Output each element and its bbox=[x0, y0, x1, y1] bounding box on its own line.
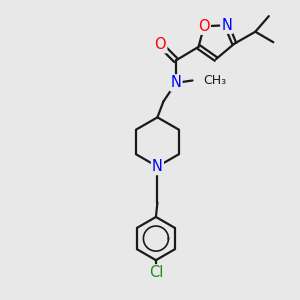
Text: N: N bbox=[152, 159, 163, 174]
Text: O: O bbox=[198, 19, 210, 34]
Text: Cl: Cl bbox=[149, 265, 163, 280]
Text: N: N bbox=[221, 18, 232, 33]
Text: O: O bbox=[154, 37, 166, 52]
Text: CH₃: CH₃ bbox=[203, 74, 226, 87]
Text: N: N bbox=[171, 75, 182, 90]
